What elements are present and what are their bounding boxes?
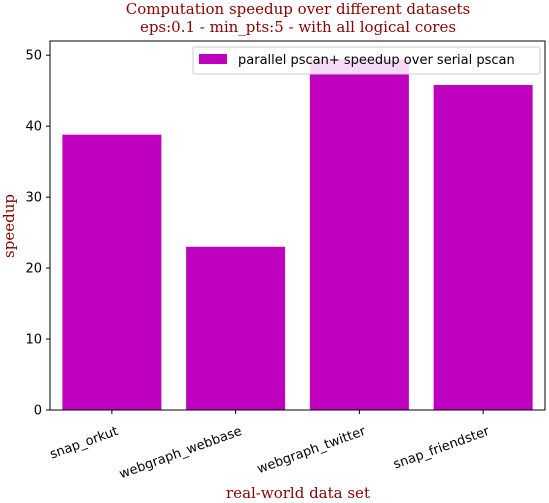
legend: parallel pscan+ speedup over serial psca… <box>192 46 541 75</box>
bar-snap-friendster <box>433 84 533 410</box>
bar-snap-orkut <box>62 134 162 410</box>
legend-swatch <box>199 54 227 64</box>
y-tick-label: 40 <box>25 120 42 135</box>
bars-group <box>62 59 533 410</box>
legend-box <box>192 46 541 75</box>
y-tick-label: 20 <box>25 262 42 277</box>
y-axis-ticks: 0 10 20 30 40 50 <box>25 49 50 419</box>
y-tick-label: 0 <box>34 404 42 419</box>
bar-webgraph-twitter <box>309 59 409 410</box>
chart-title-line1: Computation speedup over different datas… <box>126 0 471 18</box>
y-axis-label: speedup <box>0 194 18 258</box>
y-tick-label: 30 <box>25 191 42 206</box>
legend-label: parallel pscan+ speedup over serial psca… <box>238 53 515 68</box>
chart-title-line2: eps:0.1 - min_pts:5 - with all logical c… <box>140 18 456 36</box>
x-axis-label: real-world data set <box>226 484 370 502</box>
y-tick-label: 10 <box>25 333 42 348</box>
y-tick-label: 50 <box>25 49 42 64</box>
bar-webgraph-webbase <box>186 246 286 410</box>
plot-frame <box>49 40 546 411</box>
x-tick-label: snap_orkut <box>48 424 120 463</box>
x-tick-label: webgraph_webbase <box>117 424 244 482</box>
x-tick-label: webgraph_twitter <box>255 424 368 477</box>
x-tick-label: snap_friendster <box>391 424 492 473</box>
